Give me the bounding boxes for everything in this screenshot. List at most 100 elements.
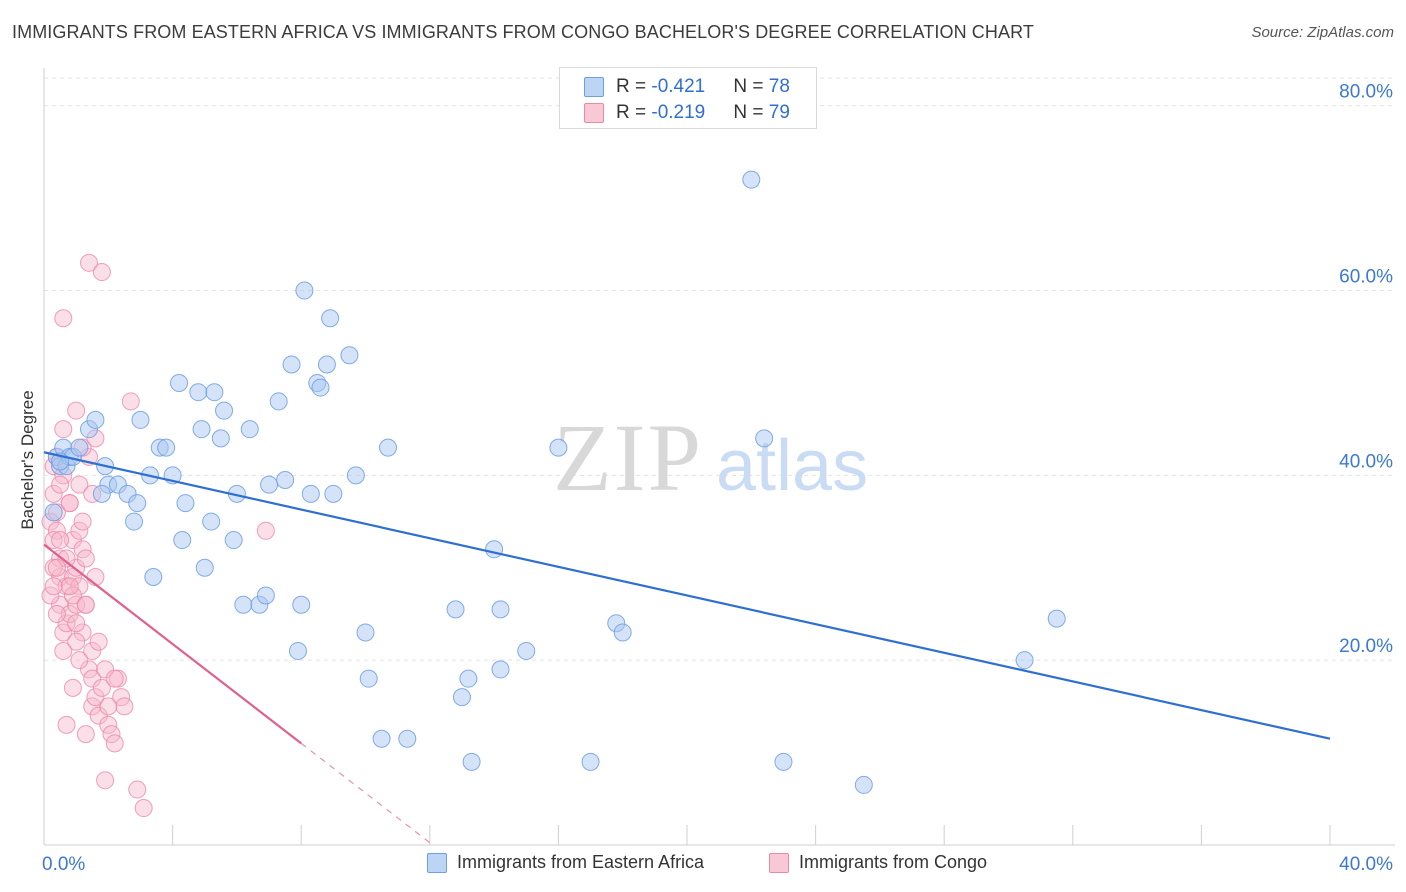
data-point-congo: [115, 697, 134, 716]
data-point-eastern-africa: [340, 346, 359, 365]
data-point-eastern-africa: [295, 281, 314, 300]
legend-r-label: R =: [616, 76, 652, 97]
x-tick-label: 0.0%: [42, 854, 85, 875]
data-point-eastern-africa: [260, 475, 279, 494]
data-point-eastern-africa: [202, 512, 221, 531]
legend-swatch-pink: [584, 103, 604, 123]
data-point-eastern-africa: [359, 669, 378, 688]
data-point-congo: [89, 706, 108, 725]
data-point-eastern-africa: [86, 410, 105, 429]
data-point-congo: [105, 734, 124, 753]
y-tick-label: 40.0%: [1339, 451, 1393, 472]
data-point-eastern-africa: [234, 595, 253, 614]
data-point-eastern-africa: [462, 752, 481, 771]
trend-lines: [43, 451, 1331, 844]
data-point-congo: [60, 494, 79, 513]
data-point-congo: [92, 678, 111, 697]
chart-title: IMMIGRANTS FROM EASTERN AFRICA VS IMMIGR…: [12, 22, 1034, 42]
data-point-eastern-africa: [379, 438, 398, 457]
y-tick-label: 20.0%: [1339, 636, 1393, 657]
data-point-eastern-africa: [1047, 609, 1066, 628]
data-point-eastern-africa: [1015, 651, 1034, 670]
legend-swatch-blue: [584, 77, 604, 97]
data-point-congo: [70, 577, 89, 596]
data-point-eastern-africa: [211, 429, 230, 448]
data-point-eastern-africa: [192, 420, 211, 439]
data-point-congo: [80, 253, 99, 272]
legend-n-label: N =: [733, 102, 769, 123]
data-point-congo: [60, 604, 79, 623]
data-point-congo: [96, 660, 115, 679]
data-point-eastern-africa: [517, 641, 536, 660]
data-point-eastern-africa: [321, 309, 340, 328]
data-point-congo: [51, 531, 70, 550]
data-point-congo: [51, 475, 70, 494]
legend-label-eastern-africa: Immigrants from Eastern Africa: [457, 852, 705, 872]
data-point-eastern-africa: [755, 429, 774, 448]
tick-labels: 20.0% 40.0% 60.0% 80.0% 0.0% 40.0%: [42, 82, 1393, 875]
watermark-atlas: atlas: [716, 426, 868, 506]
data-point-eastern-africa: [491, 600, 510, 619]
legend-r-value: -0.421: [651, 76, 706, 97]
data-point-eastern-africa: [276, 470, 295, 489]
data-point-congo: [76, 549, 95, 568]
legend-row-congo: R = -0.219 N = 79: [584, 102, 790, 124]
data-point-congo: [99, 697, 118, 716]
data-point-congo: [57, 549, 76, 568]
data-point-eastern-africa: [459, 669, 478, 688]
watermark-zip: ZIP: [553, 404, 703, 511]
axes: [43, 68, 1395, 846]
data-point-congo: [70, 475, 89, 494]
data-point-eastern-africa: [224, 531, 243, 550]
y-tick-label: 60.0%: [1339, 267, 1393, 288]
data-point-eastern-africa: [256, 586, 275, 605]
data-point-eastern-africa: [356, 623, 375, 642]
legend-r-value: -0.219: [651, 102, 706, 123]
data-point-congo: [76, 595, 95, 614]
data-point-eastern-africa: [195, 558, 214, 577]
data-point-congo: [105, 669, 124, 688]
data-point-eastern-africa: [144, 568, 163, 587]
watermark: ZIP atlas: [553, 404, 868, 511]
x-tick-label: 40.0%: [1339, 854, 1393, 875]
data-point-eastern-africa: [485, 540, 504, 559]
data-point-eastern-africa: [131, 410, 150, 429]
correlation-legend: R = -0.421 N = 78 R = -0.219 N = 79: [559, 67, 817, 129]
legend-r-label: R =: [616, 102, 652, 123]
data-point-eastern-africa: [372, 729, 391, 748]
data-point-congo: [44, 531, 63, 550]
y-tick-label: 80.0%: [1339, 82, 1393, 103]
data-point-congo: [44, 484, 63, 503]
data-point-congo: [47, 558, 66, 577]
data-point-eastern-africa: [173, 531, 192, 550]
legend-swatch-blue: [427, 852, 447, 873]
data-point-congo: [67, 614, 86, 633]
data-point-eastern-africa: [176, 494, 195, 513]
data-point-eastern-africa: [398, 729, 417, 748]
data-point-congo: [76, 725, 95, 744]
data-point-congo: [121, 392, 140, 411]
data-point-congo: [256, 521, 275, 540]
data-point-congo: [134, 799, 153, 818]
data-point-congo: [67, 632, 86, 651]
data-point-eastern-africa: [446, 600, 465, 619]
data-point-congo: [54, 641, 73, 660]
data-point-eastern-africa: [269, 392, 288, 411]
legend-swatch-pink: [769, 852, 789, 873]
data-point-eastern-africa: [774, 752, 793, 771]
data-point-eastern-africa: [205, 383, 224, 402]
source-label: Source: ZipAtlas.com: [1251, 24, 1394, 41]
data-point-eastern-africa: [215, 401, 234, 420]
data-point-eastern-africa: [301, 484, 320, 503]
data-point-congo: [57, 715, 76, 734]
data-point-congo: [63, 678, 82, 697]
data-point-eastern-africa: [581, 752, 600, 771]
data-point-eastern-africa: [157, 438, 176, 457]
data-point-eastern-africa: [288, 641, 307, 660]
legend-item-congo: Immigrants from Congo: [769, 852, 987, 873]
data-point-congo: [96, 771, 115, 790]
data-point-congo: [70, 651, 89, 670]
data-point-congo: [83, 641, 102, 660]
data-point-eastern-africa: [282, 355, 301, 374]
